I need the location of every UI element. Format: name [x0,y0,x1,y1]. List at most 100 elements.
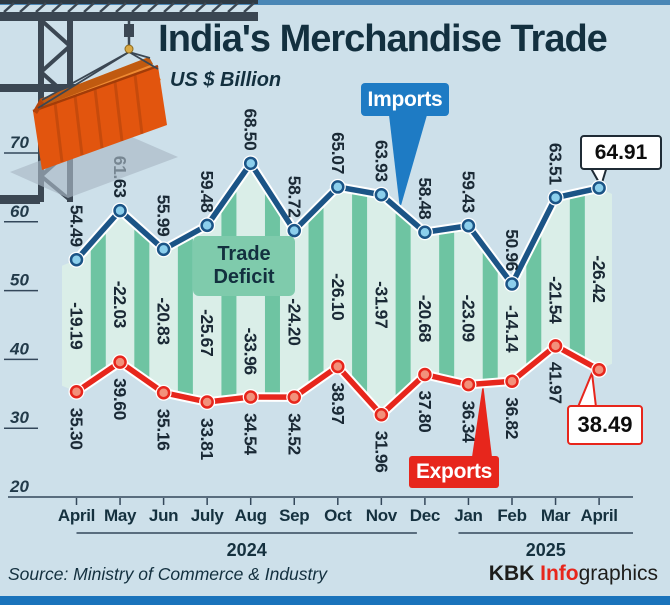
imports-marker [156,242,171,257]
exports-value-label: 33.81 [197,418,217,460]
imports-value-label: 55.99 [154,195,174,237]
deficit-value-label: -20.83 [154,297,174,345]
month-label: Nov [366,506,398,525]
month-label: April [58,506,95,525]
month-label: Aug [235,506,267,525]
exports-marker [69,384,84,399]
year-label: 2024 [227,540,267,560]
logo-part-bold: KBK [488,562,535,585]
logo-part-accent: Info [540,562,579,585]
deficit-value-label: -31.97 [371,281,391,328]
imports-value-label: 50.96 [502,229,522,271]
deficit-value-label: -26.10 [328,273,348,321]
exports-markers [68,337,608,423]
series-value-labels: 54.49 61.63 55.99 59.48 68.50 58.72 65.07 63.93… [67,109,566,474]
imports-markers [68,155,608,292]
deficit-value-labels: -19.19 -22.03 -20.83 -25.67 -33.96 -24.20 -26.… [67,255,610,375]
imports-marker [548,190,563,205]
exports-value-label: 41.97 [546,362,566,404]
imports-value-label: 59.43 [458,171,478,213]
exports-value-label: 31.96 [371,431,391,473]
imports-marker [374,188,389,202]
deficit-value-label: -23.09 [458,295,478,343]
top-accent-strip [0,0,670,5]
imports-marker [592,181,606,195]
exports-callout-pointer [576,369,598,408]
exports-value-label: 34.52 [284,413,304,455]
source-credit: Source: Ministry of Commerce & Industry [8,564,327,584]
logo-part-rest: graphics [578,562,658,585]
imports-marker [331,180,345,194]
month-label: Jan [454,506,482,525]
imports-legend-pointer [389,115,427,209]
month-label: Oct [324,506,352,525]
exports-value-label: 34.54 [241,413,261,455]
publisher-logo: KBK Infographics [489,562,658,586]
imports-legend-badge: Imports [361,83,449,116]
exports-marker [374,407,389,422]
exports-legend-badge: Exports [409,456,499,488]
bottom-accent-bar [0,596,670,605]
imports-value-label: 61.63 [110,156,130,198]
exports-latest-callout: 38.49 [567,405,643,445]
imports-value-label: 68.50 [241,109,261,151]
imports-marker [200,218,214,233]
month-label: July [191,506,225,525]
exports-value-label: 36.82 [502,397,522,439]
imports-marker [505,277,519,291]
deficit-value-label: -21.54 [546,276,566,324]
exports-value-label: 35.16 [154,409,174,451]
imports-marker [113,203,127,218]
imports-value-label: 65.07 [328,132,348,174]
deficit-value-label: -33.96 [241,328,261,376]
month-label: Dec [410,506,440,525]
deficit-value-label: -25.67 [197,309,217,356]
exports-value-label: 37.80 [415,391,435,433]
deficit-value-label: -20.68 [415,295,435,343]
deficit-value-label: -26.42 [589,255,609,303]
exports-value-label: 38.97 [328,382,348,424]
imports-value-label: 63.51 [546,143,566,185]
exports-marker [200,395,214,409]
deficit-value-label: -22.03 [110,281,130,329]
x-axis: April May Jun July Aug Sep Oct Nov Dec Jan Feb Mar A… [58,498,633,560]
month-label: Jun [149,506,178,525]
exports-marker [461,377,476,392]
deficit-value-label: -19.19 [67,302,87,350]
exports-marker [243,390,258,404]
exports-marker [592,363,606,377]
imports-marker [461,218,476,233]
deficit-value-label: -14.14 [502,305,522,353]
month-label: April [580,506,617,525]
exports-marker [548,339,563,353]
y-tick-label: 20 [9,477,29,496]
exports-marker [287,390,301,404]
y-tick-label: 70 [10,133,29,152]
exports-value-label: 35.30 [67,408,87,450]
y-tick-label: 40 [9,339,29,358]
imports-marker [69,252,84,267]
y-tick-label: 30 [10,408,29,427]
imports-value-label: 58.72 [284,176,304,218]
imports-latest-callout: 64.91 [580,135,662,170]
imports-marker [287,223,301,238]
month-label: May [104,506,137,525]
year-label: 2025 [526,540,566,560]
page-title: India's Merchandise Trade [158,18,608,60]
exports-value-label: 39.60 [110,378,130,420]
imports-value-label: 63.93 [371,140,391,182]
imports-marker [243,156,258,171]
month-label: Feb [497,506,526,525]
month-label: Sep [279,506,309,525]
imports-value-label: 58.48 [415,177,435,219]
imports-value-label: 59.48 [197,171,217,213]
deficit-value-label: -24.20 [284,298,304,346]
exports-marker [418,367,432,382]
chart-unit-label: US $ Billion [170,69,282,91]
exports-legend-pointer [472,383,492,457]
imports-value-label: 54.49 [67,205,87,247]
imports-marker [418,225,432,240]
y-tick-label: 60 [10,202,29,221]
